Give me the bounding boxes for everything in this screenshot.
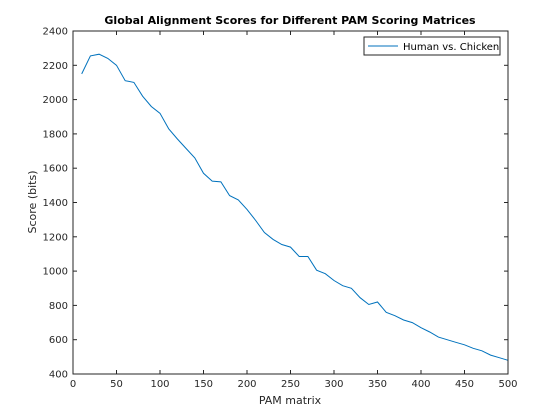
x-tick-label: 500 xyxy=(498,379,517,390)
y-tick-label: 1800 xyxy=(43,129,68,140)
y-tick-label: 2000 xyxy=(43,95,68,106)
x-tick-label: 400 xyxy=(411,379,430,390)
y-tick-label: 1000 xyxy=(43,267,68,278)
x-tick-label: 0 xyxy=(70,379,76,390)
x-axis-ticks: 0 50 100 150 200 250 300 350 400 450 500 xyxy=(70,31,518,390)
y-tick-label: 600 xyxy=(49,335,68,346)
legend: Human vs. Chicken xyxy=(363,36,501,56)
x-tick-label: 100 xyxy=(150,379,169,390)
y-tick-label: 2400 xyxy=(43,27,68,38)
y-tick-label: 1400 xyxy=(43,198,68,209)
y-tick-label: 2200 xyxy=(43,61,68,72)
y-tick-label: 400 xyxy=(49,370,68,381)
x-tick-label: 350 xyxy=(368,379,387,390)
legend-label: Human vs. Chicken xyxy=(403,42,499,53)
series-layer xyxy=(81,53,509,361)
y-axis-ticks: 400 600 800 1000 1200 1400 1600 1800 2000 2200 240… xyxy=(43,27,508,381)
y-tick-label: 1200 xyxy=(43,232,68,243)
y-tick-label: 1600 xyxy=(43,164,68,175)
chart-title: Global Alignment Scores for Different PA… xyxy=(104,14,476,27)
x-tick-label: 250 xyxy=(281,379,300,390)
y-tick-label: 800 xyxy=(49,301,68,312)
x-tick-label: 50 xyxy=(110,379,123,390)
x-tick-label: 200 xyxy=(237,379,256,390)
plot-area xyxy=(73,31,508,374)
legend-box xyxy=(363,36,501,56)
x-tick-label: 150 xyxy=(194,379,213,390)
x-axis-label: PAM matrix xyxy=(259,394,322,407)
series-line xyxy=(81,53,509,361)
x-tick-label: 450 xyxy=(455,379,474,390)
y-axis-label: Score (bits) xyxy=(26,171,39,234)
x-tick-label: 300 xyxy=(324,379,343,390)
